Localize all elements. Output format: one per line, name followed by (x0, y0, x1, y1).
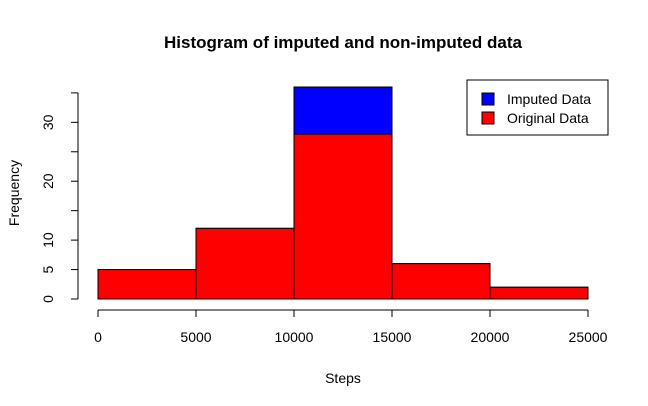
y-tick-label: 30 (40, 114, 56, 130)
x-tick-label: 0 (94, 329, 102, 345)
original-bar (391, 263, 491, 300)
x-axis: 0 5000 10000 15000 20000 25000 (94, 309, 608, 345)
original-bar (195, 227, 295, 300)
x-tick-label: 25000 (569, 329, 608, 345)
legend-label: Original Data (507, 110, 589, 126)
original-bars (97, 133, 589, 300)
y-axis-label: Frequency (6, 160, 22, 226)
y-tick-label: 20 (40, 173, 56, 189)
x-tick-label: 20000 (471, 329, 510, 345)
chart-title: Histogram of imputed and non-imputed dat… (164, 33, 522, 52)
y-axis: 0 5 10 20 30 (40, 92, 79, 303)
legend-swatch (481, 111, 495, 125)
x-tick-label: 10000 (275, 329, 314, 345)
y-tick-label: 0 (40, 295, 56, 303)
legend-swatch (481, 92, 495, 106)
x-tick-label: 5000 (180, 329, 211, 345)
x-axis-label: Steps (325, 370, 361, 386)
original-bar (489, 286, 589, 300)
y-tick-label: 5 (40, 265, 56, 273)
legend: Imputed Data Original Data (466, 79, 609, 136)
legend-box (466, 79, 609, 136)
legend-label: Imputed Data (507, 91, 591, 107)
original-bar (293, 133, 393, 300)
original-bar (97, 269, 197, 300)
x-tick-label: 15000 (373, 329, 412, 345)
y-tick-label: 10 (40, 232, 56, 248)
